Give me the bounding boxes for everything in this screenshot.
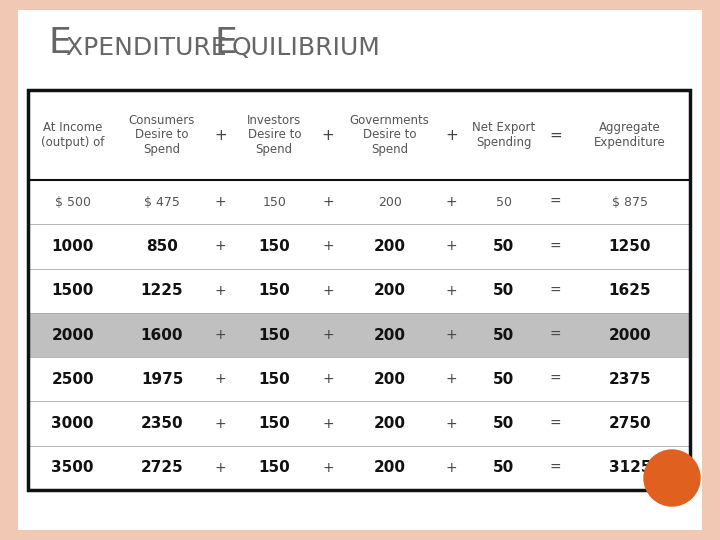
Text: +: + [445, 127, 458, 143]
Text: =: = [550, 416, 562, 430]
Text: +: + [215, 461, 227, 475]
Text: +: + [322, 239, 333, 253]
Text: 2725: 2725 [140, 461, 184, 475]
Text: 850: 850 [146, 239, 178, 254]
Text: 150: 150 [258, 372, 290, 387]
Text: 3125: 3125 [608, 461, 651, 475]
Text: Aggregate
Expenditure: Aggregate Expenditure [594, 121, 665, 149]
Text: 2350: 2350 [140, 416, 184, 431]
Text: 1600: 1600 [141, 327, 184, 342]
Text: +: + [215, 372, 227, 386]
Text: +: + [446, 372, 457, 386]
Bar [28, 313, 690, 357]
Circle shape [644, 450, 700, 506]
Text: +: + [446, 328, 457, 342]
Text: 150: 150 [258, 283, 290, 298]
Text: 50: 50 [493, 461, 514, 475]
Text: 50: 50 [493, 416, 514, 431]
Text: +: + [446, 239, 457, 253]
Text: +: + [215, 328, 227, 342]
Text: =: = [549, 127, 562, 143]
Text: +: + [215, 127, 227, 143]
Text: 200: 200 [374, 283, 406, 298]
FancyBboxPatch shape [18, 10, 702, 530]
Text: 50: 50 [493, 239, 514, 254]
Text: +: + [215, 239, 227, 253]
Text: 1500: 1500 [52, 283, 94, 298]
Text: +: + [322, 195, 333, 209]
Text: 150: 150 [262, 195, 287, 208]
Text: =: = [550, 328, 562, 342]
Text: +: + [322, 328, 333, 342]
Text: $ 875: $ 875 [612, 195, 648, 208]
Text: 1625: 1625 [608, 283, 651, 298]
Text: QUILIBRIUM: QUILIBRIUM [232, 36, 381, 60]
Bar [28, 90, 690, 490]
Text: At Income
(output) of: At Income (output) of [41, 121, 104, 149]
Text: +: + [322, 461, 333, 475]
Text: $ 500: $ 500 [55, 195, 91, 208]
Text: Investors
Desire to
Spend: Investors Desire to Spend [247, 113, 302, 157]
Text: +: + [322, 372, 333, 386]
Text: +: + [215, 416, 227, 430]
Text: 1225: 1225 [140, 283, 184, 298]
Text: Net Export
Spending: Net Export Spending [472, 121, 535, 149]
Text: 200: 200 [378, 195, 402, 208]
Text: +: + [215, 284, 227, 298]
Text: =: = [550, 372, 562, 386]
Text: 3000: 3000 [51, 416, 94, 431]
Text: =: = [550, 284, 562, 298]
Text: 2375: 2375 [608, 372, 651, 387]
Text: 2000: 2000 [608, 327, 651, 342]
Text: 150: 150 [258, 416, 290, 431]
Text: 2000: 2000 [51, 327, 94, 342]
Text: 2750: 2750 [608, 416, 651, 431]
Text: +: + [215, 195, 227, 209]
Text: E: E [214, 26, 237, 60]
Text: +: + [322, 416, 333, 430]
Text: 150: 150 [258, 239, 290, 254]
Text: 200: 200 [374, 416, 406, 431]
Text: Governments
Desire to
Spend: Governments Desire to Spend [350, 113, 430, 157]
Text: =: = [550, 239, 562, 253]
Text: $ 475: $ 475 [144, 195, 180, 208]
Text: 1000: 1000 [52, 239, 94, 254]
Text: 50: 50 [493, 372, 514, 387]
Text: +: + [446, 284, 457, 298]
Text: =: = [550, 195, 562, 209]
Text: =: = [550, 461, 562, 475]
Text: 1975: 1975 [141, 372, 184, 387]
Text: 50: 50 [493, 327, 514, 342]
Text: 1250: 1250 [608, 239, 651, 254]
Text: XPENDITURE: XPENDITURE [66, 36, 235, 60]
Text: 200: 200 [374, 461, 406, 475]
Text: 2500: 2500 [51, 372, 94, 387]
Text: 3500: 3500 [51, 461, 94, 475]
Text: +: + [446, 195, 457, 209]
Text: Consumers
Desire to
Spend: Consumers Desire to Spend [129, 113, 195, 157]
Text: 50: 50 [495, 195, 512, 208]
Text: 200: 200 [374, 327, 406, 342]
Text: 200: 200 [374, 372, 406, 387]
Text: +: + [446, 416, 457, 430]
Text: 200: 200 [374, 239, 406, 254]
Text: 150: 150 [258, 461, 290, 475]
Text: +: + [322, 284, 333, 298]
Text: +: + [446, 461, 457, 475]
Text: E: E [48, 26, 71, 60]
Text: 50: 50 [493, 283, 514, 298]
Text: +: + [322, 127, 334, 143]
Text: 150: 150 [258, 327, 290, 342]
